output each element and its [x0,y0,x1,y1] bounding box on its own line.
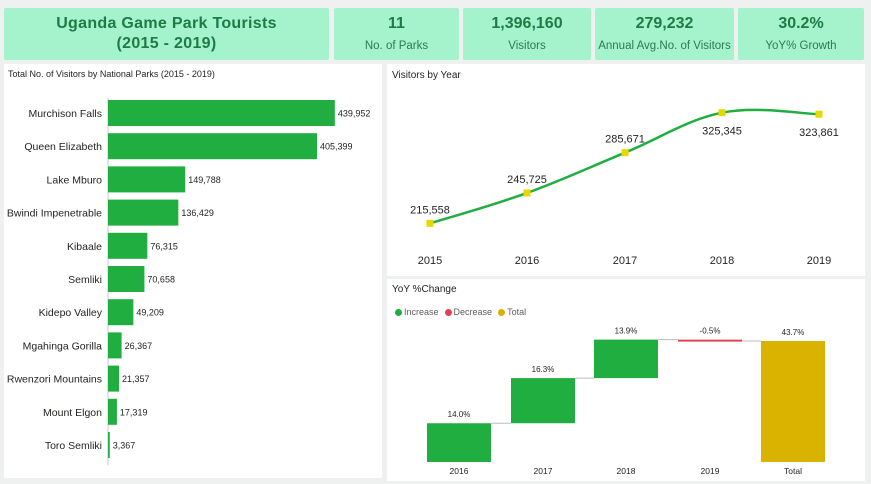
bar-rwenzori-mountains [108,365,120,392]
visitors-series-line [429,108,820,225]
bar-category-label: Semliki [68,274,102,286]
kpi-value: 11 [388,15,405,32]
line-value-label: 325,345 [702,126,742,138]
legend-item-increase: Increase [395,307,439,317]
legend-label: Increase [404,307,439,317]
line-value-label: 215,558 [410,204,450,216]
line-chart-title: Visitors by Year [392,70,461,81]
line-point-2019 [815,110,823,118]
line-value-label: 323,861 [799,127,839,139]
waterfall-bar-total [761,341,825,462]
line-point-2018 [718,109,726,117]
increase-dot-icon [395,308,402,316]
line-x-tick-label: 2019 [807,255,831,267]
waterfall-bar-2019 [678,339,742,342]
waterfall-legend: Increase Decrease Total [395,307,526,317]
bar-category-label: Toro Semliki [45,440,102,452]
waterfall-value-label: 13.9% [615,327,638,336]
kpi-card-visitors: 1,396,160 Visitors [463,8,591,60]
bar-kidepo-valley [108,299,134,326]
bar-category-label: Murchison Falls [28,108,102,120]
line-point-2016 [523,189,531,197]
bar-murchison-falls [108,100,335,126]
line-x-tick-label: 2015 [418,255,442,267]
waterfall-title: YoY %Change [392,284,457,295]
bar-category-label: Mount Elgon [43,407,102,419]
waterfall-x-tick-label: 2018 [617,466,636,476]
bar-category-label: Mgahinga Gorilla [23,340,103,352]
line-x-tick-label: 2018 [710,255,734,267]
bar-category-label: Rwenzori Mountains [7,374,102,386]
yoy-waterfall-panel: YoY %Change Increase Decrease Total 14.0… [387,279,865,481]
kpi-card-annual-avg: 279,232 Annual Avg.No. of Visitors [595,8,734,60]
bar-value-label: 439,952 [338,109,371,119]
line-point-2017 [621,149,629,157]
parks-bar-chart-panel: Total No. of Visitors by National Parks … [4,64,382,478]
decrease-dot-icon [444,308,452,316]
bar-value-label: 26,367 [125,341,153,351]
waterfall-value-label: 43.7% [782,328,805,337]
kpi-label: Annual Avg.No. of Visitors [598,40,731,52]
kpi-value: 279,232 [635,15,694,32]
waterfall-x-tick-label: 2019 [701,466,720,476]
dashboard-title: Uganda Game Park Tourists [56,15,277,32]
legend-item-total: Total [498,307,526,317]
kpi-label: YoY% Growth [765,40,837,52]
dashboard-title-card: Uganda Game Park Tourists (2015 - 2019) [4,8,329,60]
bar-category-label: Bwindi Impenetrable [7,208,102,220]
bar-value-label: 149,788 [188,175,221,185]
bar-queen-elizabeth [108,133,318,160]
kpi-label: Visitors [508,40,546,52]
visitors-line-chart-panel: Visitors by Year 215,558 2015 245,725 2016 2… [387,64,865,276]
kpi-label: No. of Parks [364,40,429,52]
legend-label: Total [507,307,527,317]
waterfall-bar-2016 [427,423,491,462]
bar-value-label: 70,658 [147,275,175,285]
line-value-label: 285,671 [605,134,645,146]
bar-bwindi-impenetrable [108,199,179,226]
bar-category-label: Kibaale [67,241,102,253]
bar-lake-mburo [108,166,186,193]
bar-chart-title: Total No. of Visitors by National Parks … [8,69,215,79]
waterfall-bar-2017 [511,378,575,424]
waterfall-value-label: -0.5% [700,327,721,336]
waterfall-x-tick-label: 2017 [534,466,553,476]
visitors-line-chart: 215,558 2015 245,725 2016 285,671 2017 325,345… [410,108,839,267]
waterfall-x-tick-label: Total [784,466,802,476]
bar-value-label: 405,399 [320,142,353,152]
bar-value-label: 21,357 [122,374,150,384]
total-dot-icon [498,308,506,316]
bar-mgahinga-gorilla [108,332,122,359]
bar-category-label: Lake Mburo [47,174,103,186]
bar-value-label: 136,429 [181,208,214,218]
bar-toro-semliki [108,432,110,458]
yoy-waterfall-chart: 14.0% 2016 16.3% 2017 13.9% 2018 -0.5% 2019 43.7… [427,327,825,476]
bar-kibaale [108,232,148,259]
legend-item-decrease: Decrease [444,307,493,317]
line-point-2015 [426,219,434,227]
bar-category-label: Kidepo Valley [39,307,103,319]
kpi-card-yoy-growth: 30.2% YoY% Growth [738,8,864,60]
bar-mount-elgon [108,398,117,425]
bar-value-label: 3,367 [113,441,136,451]
kpi-value: 30.2% [778,15,824,32]
waterfall-value-label: 16.3% [532,365,555,374]
bar-value-label: 17,319 [120,407,148,417]
dashboard-subtitle: (2015 - 2019) [116,35,217,52]
bar-value-label: 76,315 [150,241,178,251]
parks-bar-chart: Murchison Falls 439,952 Queen Elizabeth 405… [7,98,371,466]
line-x-tick-label: 2016 [515,255,539,267]
bar-value-label: 49,209 [136,308,164,318]
line-x-tick-label: 2017 [613,255,637,267]
kpi-value: 1,396,160 [491,15,563,32]
waterfall-bar-2018 [594,339,658,379]
waterfall-value-label: 14.0% [448,410,471,419]
waterfall-x-tick-label: 2016 [450,466,469,476]
kpi-card-parks: 11 No. of Parks [334,8,459,60]
bar-category-label: Queen Elizabeth [24,141,102,153]
bar-semliki [108,266,145,292]
line-value-label: 245,725 [507,174,547,186]
legend-label: Decrease [453,307,493,317]
